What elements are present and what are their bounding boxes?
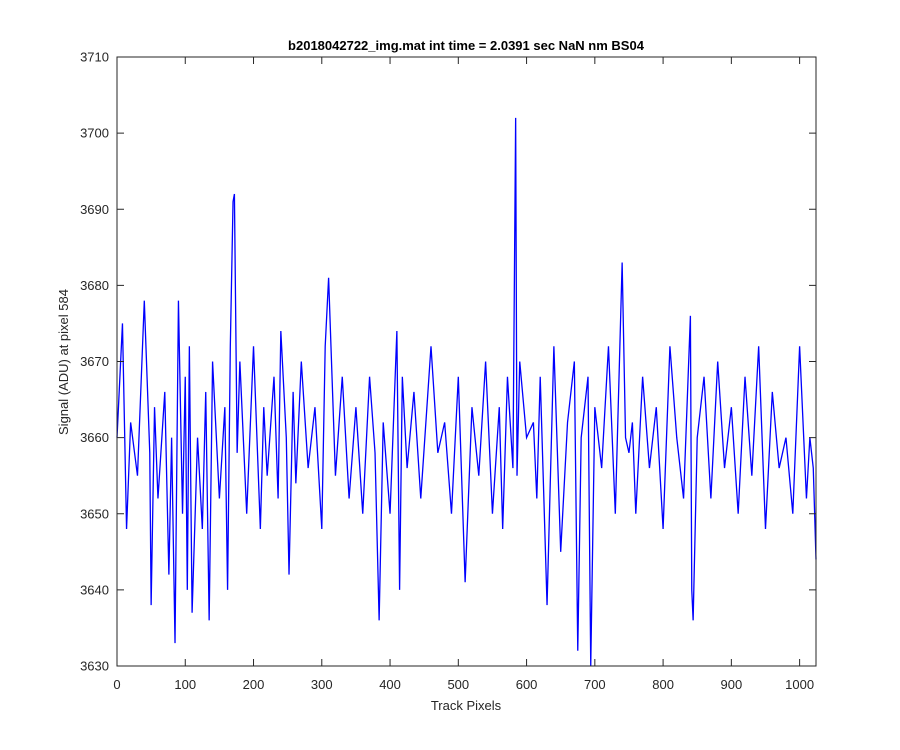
x-tick-label: 100 [174,677,196,692]
axes-box [116,56,817,667]
x-tick-label: 800 [652,677,674,692]
y-tick-label: 3710 [80,50,109,65]
x-tick-label: 300 [311,677,333,692]
x-tick-label: 900 [721,677,743,692]
plot-area [116,56,817,667]
x-axis-label: Track Pixels [431,698,502,713]
chart-title: b2018042722_img.mat int time = 2.0391 se… [288,38,645,53]
x-tick-label: 200 [243,677,265,692]
x-tick-label: 400 [379,677,401,692]
y-tick-label: 3680 [80,278,109,293]
y-tick-label: 3670 [80,354,109,369]
y-tick-label: 3690 [80,202,109,217]
y-axis-label: Signal (ADU) at pixel 584 [56,289,71,435]
y-tick-label: 3630 [80,659,109,674]
y-tick-label: 3640 [80,582,109,597]
x-tick-label: 0 [113,677,120,692]
x-tick-label: 1000 [785,677,814,692]
x-tick-label: 500 [447,677,469,692]
x-tick-labels: 0 100 200 300 400 500 600 700 800 900 1000 [113,677,814,692]
y-tick-label: 3700 [80,126,109,141]
y-tick-labels: 3630 3640 3650 3660 3670 3680 3690 3700 3710 [80,50,109,674]
y-tick-label: 3660 [80,430,109,445]
x-tick-label: 600 [516,677,538,692]
y-tick-label: 3650 [80,506,109,521]
x-tick-label: 700 [584,677,606,692]
signal-series-line [116,117,817,667]
axes-background [117,57,816,666]
